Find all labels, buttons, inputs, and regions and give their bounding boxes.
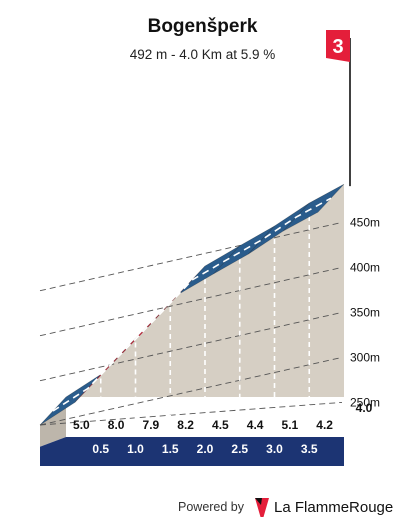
gradient-label: 7.9 <box>143 418 160 432</box>
gradient-label: 5.1 <box>282 418 299 432</box>
brand-name: La FlammeRouge <box>274 498 394 516</box>
elevation-tick-label: 350m <box>350 305 380 319</box>
page-title: Bogenšperk <box>147 16 258 37</box>
km-label: 1.0 <box>127 442 144 456</box>
flamme-rouge-logo-icon <box>255 498 270 517</box>
footer: Powered by La FlammeRouge <box>178 494 393 520</box>
elevation-gridlines <box>39 221 343 426</box>
gradient-label: 4.4 <box>247 418 264 432</box>
chart-labels: 0.5 1.0 1.5 2.0 2.5 3.0 3.5 4.0 5.0 8.0 7.9 8.2 4.5 4… <box>73 215 380 456</box>
gradient-label: 8.2 <box>177 418 194 432</box>
flag-label: 3 <box>332 36 343 58</box>
distance-band <box>40 437 344 466</box>
climb-summary: 492 m - 4.0 Km at 5.9 % <box>129 47 276 62</box>
gridline <box>39 266 343 337</box>
road-segment <box>283 183 345 232</box>
elevation-tick-label: 250m <box>350 395 380 409</box>
km-label: 2.0 <box>197 442 214 456</box>
gridline <box>39 221 343 292</box>
road-ribbon <box>39 183 345 426</box>
powered-by-label: Powered by <box>178 500 245 514</box>
distance-base <box>40 437 344 466</box>
km-label: 4.0 <box>356 401 373 415</box>
gridline <box>39 401 343 426</box>
elevation-tick-label: 300m <box>350 350 380 364</box>
elevation-profile-chart: 0.5 1.0 1.5 2.0 2.5 3.0 3.5 4.0 5.0 8.0 7.9 8.2 4.5 4… <box>39 30 380 466</box>
gradient-label: 4.2 <box>316 418 333 432</box>
km-label: 3.5 <box>301 442 318 456</box>
km-label: 0.5 <box>92 442 109 456</box>
finish-flag-banner <box>326 30 350 62</box>
segment-dividers <box>99 207 311 437</box>
km-label: 3.0 <box>266 442 283 456</box>
elevation-tick-label: 450m <box>350 215 380 229</box>
km-label: 1.5 <box>162 442 179 456</box>
profile-body <box>40 184 344 447</box>
km-label: 2.5 <box>231 442 248 456</box>
gridline <box>39 311 343 382</box>
gridline <box>39 356 343 426</box>
elevation-tick-label: 400m <box>350 260 380 274</box>
gradient-label: 8.0 <box>108 418 125 432</box>
road-segment <box>39 374 101 426</box>
finish-flag: 3 <box>326 30 351 187</box>
gradient-label: 5.0 <box>73 418 90 432</box>
gradient-label: 4.5 <box>212 418 229 432</box>
